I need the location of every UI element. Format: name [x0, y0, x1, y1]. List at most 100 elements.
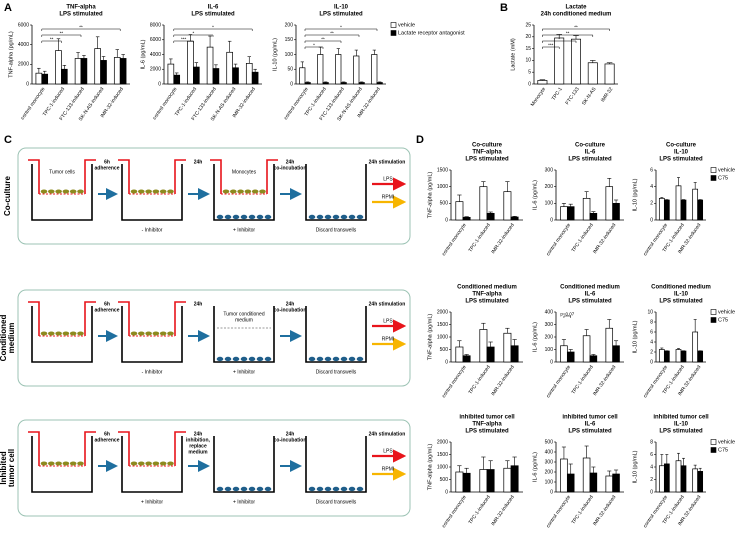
well	[305, 164, 367, 221]
y-tick-label: 0	[650, 217, 653, 223]
error-bar	[37, 67, 41, 74]
y-tick-label: 6000	[150, 37, 161, 43]
tumor-cell	[251, 189, 259, 194]
x-tick-label: Monocyte	[530, 86, 547, 107]
bar	[340, 82, 347, 85]
chart-title: TNF-alpha	[472, 150, 502, 156]
significance-label: **	[60, 31, 64, 36]
error-bar	[464, 216, 469, 218]
error-bar	[101, 56, 106, 61]
legend-swatch	[390, 22, 397, 28]
significance-bracket	[304, 40, 342, 43]
chart-title: inhibited tumor cell	[459, 415, 515, 421]
chart-title: 24h conditioned medium	[541, 12, 612, 18]
error-bar	[584, 329, 589, 336]
tumor-cell	[138, 461, 145, 466]
error-bar	[464, 354, 469, 356]
tumor-cell	[69, 189, 77, 194]
bar	[510, 216, 519, 221]
well	[121, 436, 183, 493]
significance-bracket	[41, 40, 62, 43]
y-axis-label: IL-6 (pg/mL)	[532, 322, 538, 352]
error-bar	[606, 62, 613, 64]
bar	[692, 188, 699, 221]
stimulation-label: LPS	[383, 318, 393, 324]
x-tick-label: control monocyte	[441, 494, 468, 529]
y-axis-label: IL-10 (pg/mL)	[632, 450, 638, 483]
error-bar	[169, 58, 173, 65]
y-tick-label: 1500	[437, 167, 448, 173]
well	[213, 164, 275, 221]
monocyte	[356, 214, 364, 220]
x-tick-label: TPC-1-induced	[468, 222, 492, 253]
row-label: Co-culture	[3, 175, 12, 216]
bar	[226, 51, 233, 85]
chart-title: LPS stimulated	[659, 299, 703, 305]
bar	[353, 55, 360, 85]
error-bar	[512, 339, 517, 346]
tumor-cell	[130, 189, 138, 194]
y-tick-label: 200	[545, 184, 554, 190]
error-bar	[591, 211, 596, 214]
y-axis-label: IL-6 (pg/mL)	[532, 180, 538, 210]
y-tick-label: 4	[650, 464, 653, 470]
chart-title: LPS stimulated	[319, 12, 363, 18]
well-note: Discard transwells	[316, 227, 357, 233]
y-tick-label: 1000	[437, 184, 448, 190]
error-bar	[614, 469, 619, 474]
x-tick-label: control monocyte	[545, 494, 572, 529]
chart-title: LPS stimulated	[568, 299, 612, 305]
x-tick-label: IMR-32-induced	[592, 364, 617, 397]
tumor-cell	[62, 189, 70, 194]
bar	[245, 62, 253, 85]
error-bar	[584, 191, 589, 199]
bar	[680, 465, 687, 493]
bar	[697, 350, 704, 363]
error-bar	[481, 181, 486, 187]
bar	[119, 58, 127, 85]
step-label: co-incubation	[274, 437, 307, 443]
step-label: 24h	[194, 159, 203, 165]
bar	[455, 201, 464, 221]
significance-label: **	[330, 31, 334, 36]
legend-swatch	[710, 447, 717, 453]
bar	[566, 206, 575, 221]
significance-label: *	[193, 31, 195, 36]
bar	[510, 345, 519, 363]
bar	[537, 80, 548, 85]
bar	[486, 469, 495, 493]
error-bar	[56, 38, 61, 51]
y-tick-label: 2	[650, 201, 653, 207]
tumor-cell	[55, 189, 62, 194]
error-bar	[342, 81, 346, 83]
y-tick-label: 15	[525, 46, 531, 52]
step-label: co-incubation	[274, 307, 307, 313]
well	[121, 306, 183, 363]
error-bar	[488, 211, 493, 214]
monocyte	[332, 356, 340, 362]
bar	[251, 71, 259, 85]
monocyte	[256, 486, 264, 492]
error-bar	[481, 456, 486, 470]
bar	[605, 475, 614, 493]
chart-title: LPS stimulated	[568, 157, 612, 163]
legend-swatch	[710, 175, 717, 181]
significance-label: **	[79, 25, 83, 30]
legend-label: C75	[718, 175, 728, 181]
bar	[486, 346, 495, 363]
monocyte	[340, 486, 348, 492]
well-label: Tumor cells	[49, 169, 75, 175]
error-bar	[561, 446, 566, 459]
well	[31, 436, 93, 493]
significance-bracket	[304, 34, 360, 37]
y-tick-label: 4	[650, 184, 653, 190]
error-bar	[698, 467, 702, 472]
legend-swatch	[710, 317, 717, 323]
x-tick-label: TPC-1-induced	[571, 222, 595, 253]
significance-bracket	[41, 28, 121, 31]
bar	[589, 472, 598, 493]
tumor-cell	[62, 461, 70, 466]
bar	[697, 199, 704, 221]
monocyte	[224, 356, 232, 362]
error-bar	[607, 178, 612, 187]
